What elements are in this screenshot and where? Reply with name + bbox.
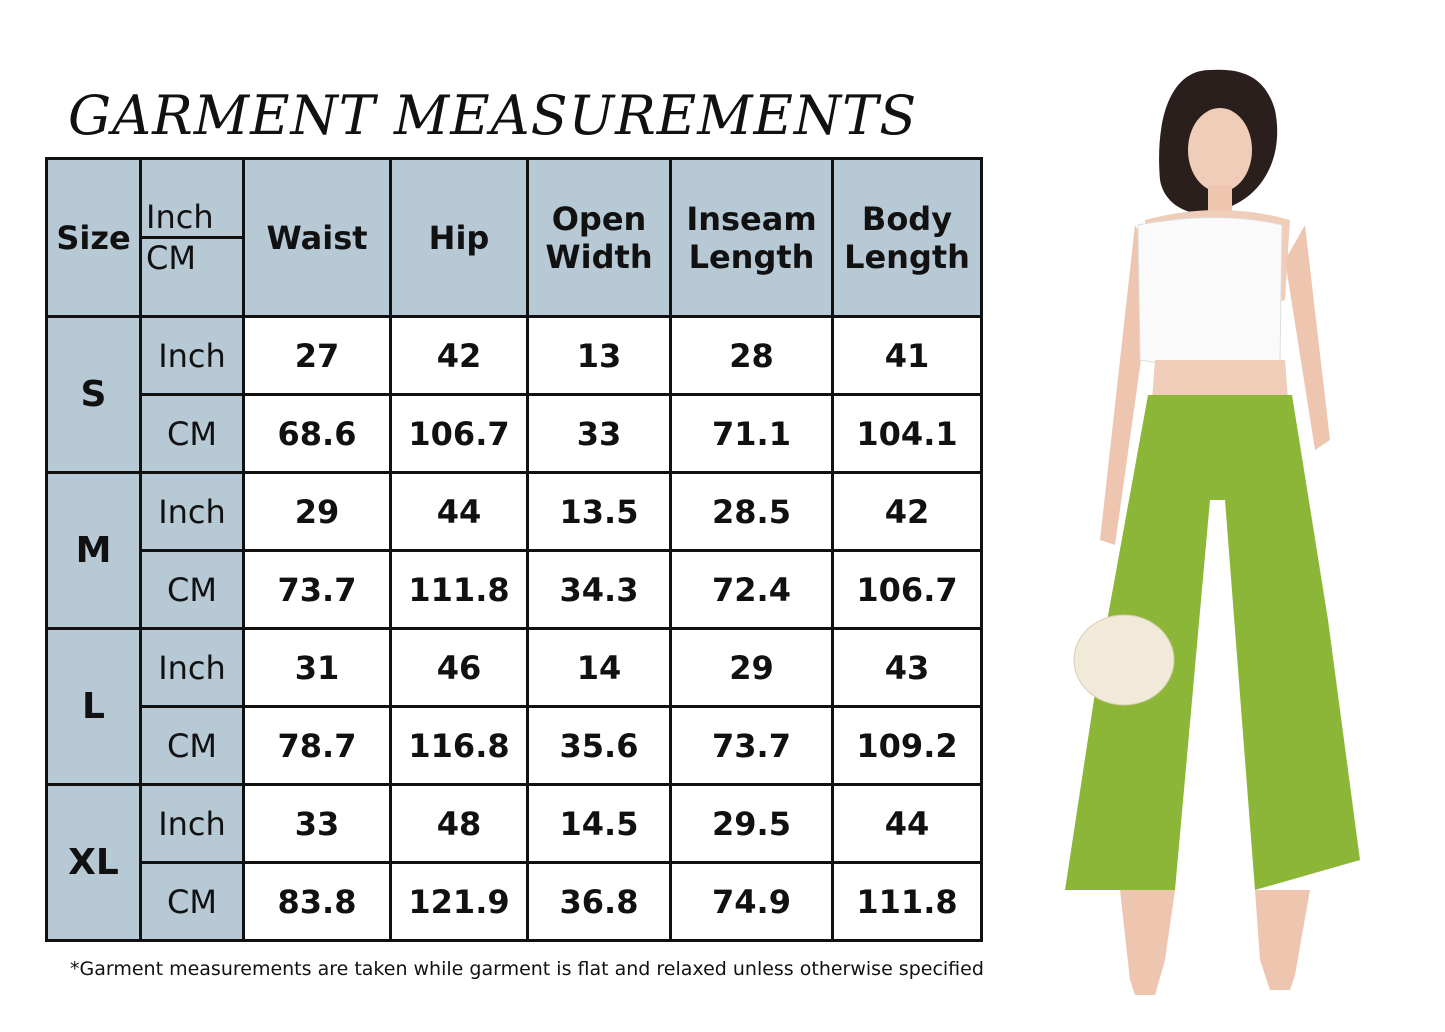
page-title: GARMENT MEASUREMENTS (68, 84, 918, 147)
measurement-cell: 73.7 (669, 705, 834, 786)
model-photo (1065, 69, 1360, 995)
measurement-cell: 111.8 (831, 861, 983, 942)
measurement-cell: 13 (526, 315, 672, 396)
measurement-cell: 44 (389, 471, 529, 552)
header-waist: Waist (242, 157, 392, 318)
size-label: S (45, 315, 142, 474)
measurement-cell: 48 (389, 783, 529, 864)
measurement-cell: 42 (389, 315, 529, 396)
table-row: L Inch 31 46 14 29 43 (45, 627, 983, 786)
measurement-cell: 68.6 (242, 393, 392, 474)
measurement-cell: 83.8 (242, 861, 392, 942)
measurement-cell: 14.5 (526, 783, 672, 864)
measurement-cell: 74.9 (669, 861, 834, 942)
measurement-cell: 46 (389, 627, 529, 708)
measurement-cell: 33 (526, 393, 672, 474)
unit-label: CM (139, 393, 245, 474)
unit-label: CM (139, 549, 245, 630)
size-label: M (45, 471, 142, 630)
unit-label: Inch (139, 627, 245, 708)
unit-label: CM (139, 861, 245, 942)
face (1188, 108, 1252, 192)
table-row: CM 78.7 116.8 35.6 73.7 109.2 (47, 705, 983, 786)
measurement-cell: 111.8 (389, 549, 529, 630)
measurement-cell: 31 (242, 627, 392, 708)
measurement-cell: 14 (526, 627, 672, 708)
right-arm (1285, 225, 1330, 450)
handbag (1073, 614, 1175, 706)
header-size: Size (45, 157, 142, 318)
header-row: Size Inch CM Waist Hip Open Width Inseam … (45, 157, 983, 318)
unit-label: Inch (139, 315, 245, 396)
measurement-cell: 29.5 (669, 783, 834, 864)
measurement-cell: 29 (242, 471, 392, 552)
measurement-cell: 27 (242, 315, 392, 396)
table-row: S Inch 27 42 13 28 41 (45, 315, 983, 474)
measurement-cell: 29 (669, 627, 834, 708)
measurement-cell: 104.1 (831, 393, 983, 474)
measurement-cell: 109.2 (831, 705, 983, 786)
measurement-cell: 43 (831, 627, 983, 708)
measurement-cell: 116.8 (389, 705, 529, 786)
unit-label: Inch (139, 783, 245, 864)
green-pants (1065, 395, 1360, 890)
table-row: CM 83.8 121.9 36.8 74.9 111.8 (47, 861, 983, 942)
size-label: XL (45, 783, 142, 942)
measurement-cell: 71.1 (669, 393, 834, 474)
table-row: XL Inch 33 48 14.5 29.5 44 (45, 783, 983, 942)
unit-label: Inch (139, 471, 245, 552)
measurement-cell: 36.8 (526, 861, 672, 942)
footnote: *Garment measurements are taken while ga… (70, 958, 984, 980)
measurement-cell: 106.7 (831, 549, 983, 630)
measurement-cell: 78.7 (242, 705, 392, 786)
measurement-cell: 121.9 (389, 861, 529, 942)
size-chart-table: Size Inch CM Waist Hip Open Width Inseam … (45, 157, 983, 942)
measurement-cell: 28 (669, 315, 834, 396)
header-unit-inch: Inch (142, 198, 242, 239)
measurement-cell: 41 (831, 315, 983, 396)
header-body-length: Body Length (831, 157, 983, 318)
size-label: L (45, 627, 142, 786)
header-inseam-length: Inseam Length (669, 157, 834, 318)
measurement-cell: 28.5 (669, 471, 834, 552)
header-unit-cm: CM (146, 239, 196, 277)
measurement-cell: 33 (242, 783, 392, 864)
header-hip: Hip (389, 157, 529, 318)
measurement-cell: 44 (831, 783, 983, 864)
measurement-cell: 34.3 (526, 549, 672, 630)
measurement-cell: 106.7 (389, 393, 529, 474)
measurement-cell: 42 (831, 471, 983, 552)
white-crop-top (1137, 217, 1283, 367)
table-row: CM 73.7 111.8 34.3 72.4 106.7 (47, 549, 983, 630)
measurement-cell: 35.6 (526, 705, 672, 786)
measurement-cell: 73.7 (242, 549, 392, 630)
table-row: CM 68.6 106.7 33 71.1 104.1 (47, 393, 983, 474)
measurement-cell: 13.5 (526, 471, 672, 552)
measurement-cell: 72.4 (669, 549, 834, 630)
unit-label: CM (139, 705, 245, 786)
table-row: M Inch 29 44 13.5 28.5 42 (45, 471, 983, 630)
header-open-width: Open Width (526, 157, 672, 318)
header-unit: Inch CM (139, 157, 245, 318)
